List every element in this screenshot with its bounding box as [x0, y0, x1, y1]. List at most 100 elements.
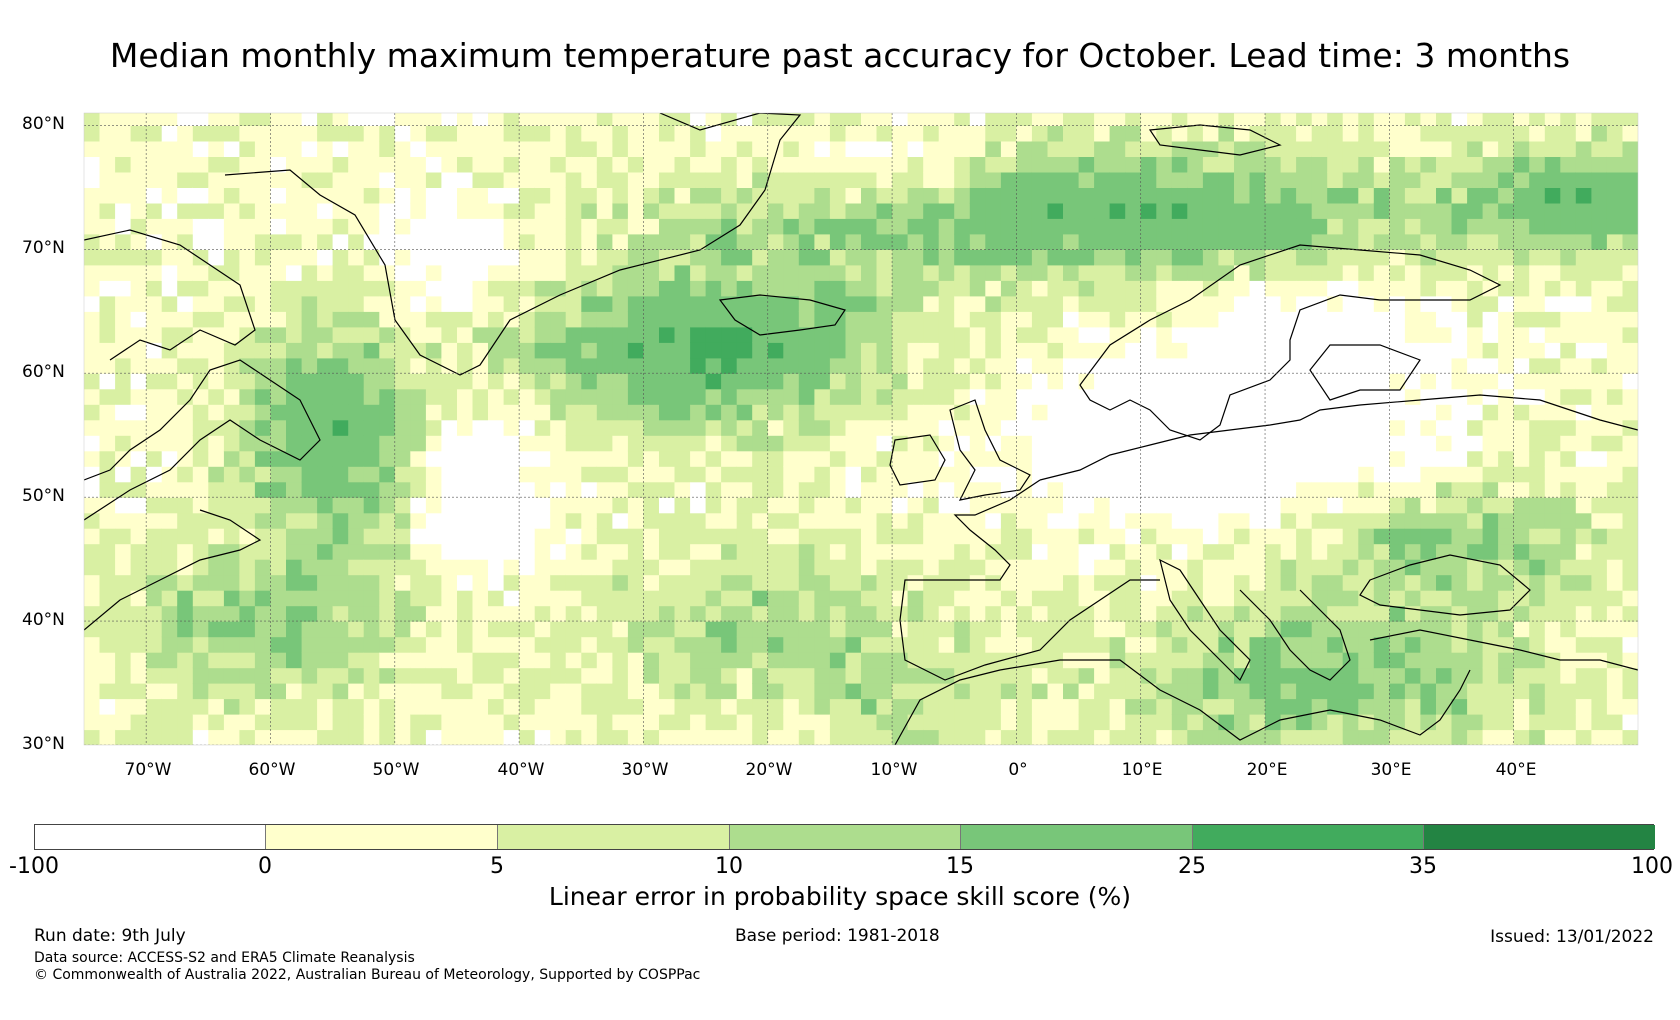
skill-cell [363, 311, 380, 328]
skill-cell [1544, 156, 1561, 173]
skill-cell [1327, 125, 1344, 142]
skill-cell [1529, 404, 1546, 421]
skill-cell [721, 202, 738, 219]
skill-cell [177, 652, 194, 669]
skill-cell [1047, 202, 1064, 219]
skill-cell [798, 373, 815, 390]
skill-cell [1606, 636, 1623, 653]
skill-cell [845, 187, 862, 204]
skill-cell [690, 280, 707, 297]
skill-cell [1109, 388, 1126, 405]
skill-cell [425, 326, 442, 343]
skill-cell [845, 543, 862, 560]
skill-cell [798, 388, 815, 405]
skill-cell [332, 590, 349, 607]
skill-cell [1078, 559, 1095, 576]
skill-cell [861, 295, 878, 312]
skill-cell [752, 140, 769, 157]
lon-label-60w: 60°W [248, 760, 296, 780]
skill-cell [425, 590, 442, 607]
skill-cell [969, 140, 986, 157]
skill-cell [286, 404, 303, 421]
skill-cell [99, 543, 116, 560]
skill-cell [1094, 218, 1111, 235]
skill-cell [938, 404, 955, 421]
skill-cell [1622, 636, 1638, 653]
skill-cell [534, 528, 551, 545]
skill-cell [1436, 714, 1453, 731]
skill-cell [1498, 574, 1515, 591]
skill-cell [410, 388, 427, 405]
skill-cell [84, 621, 101, 638]
skill-cell [1280, 125, 1297, 142]
skill-cell [1327, 249, 1344, 266]
skill-cell [1529, 249, 1546, 266]
skill-cell [317, 249, 334, 266]
skill-cell [550, 481, 567, 498]
skill-cell [814, 187, 831, 204]
skill-cell [254, 233, 271, 250]
skill-cell [1342, 450, 1359, 467]
skill-cell [1342, 373, 1359, 390]
skill-cell [301, 636, 318, 653]
skill-cell [938, 652, 955, 669]
skill-cell [596, 512, 613, 529]
skill-cell [1296, 264, 1313, 281]
skill-cell [1125, 667, 1142, 684]
skill-cell [1063, 714, 1080, 731]
skill-cell [1234, 450, 1251, 467]
skill-cell [379, 698, 396, 715]
skill-cell [627, 419, 644, 436]
skill-cell [876, 388, 893, 405]
skill-cell [674, 450, 691, 467]
skill-cell [1000, 388, 1017, 405]
skill-cell [1249, 156, 1266, 173]
skill-cell [254, 264, 271, 281]
skill-cell [379, 590, 396, 607]
skill-cell [1373, 373, 1390, 390]
skill-cell [1420, 326, 1437, 343]
skill-cell [1234, 311, 1251, 328]
skill-cell [1218, 388, 1235, 405]
skill-cell [379, 326, 396, 343]
skill-cell [254, 481, 271, 498]
skill-cell [1482, 559, 1499, 576]
skill-cell [1202, 218, 1219, 235]
skill-cell [1187, 512, 1204, 529]
skill-cell [1109, 249, 1126, 266]
skill-cell [84, 543, 101, 560]
skill-cell [627, 543, 644, 560]
skill-cell [1280, 233, 1297, 250]
skill-cell [1560, 140, 1577, 157]
skill-cell [1094, 233, 1111, 250]
skill-cell [1451, 156, 1468, 173]
skill-cell [1560, 574, 1577, 591]
skill-cell [348, 621, 365, 638]
skill-cell [1513, 202, 1530, 219]
skill-cell [84, 714, 101, 731]
skill-cell [146, 187, 163, 204]
skill-cell [969, 264, 986, 281]
skill-cell [1063, 326, 1080, 343]
skill-cell [1622, 249, 1638, 266]
skill-cell [861, 435, 878, 452]
skill-cell [659, 590, 676, 607]
skill-cell [721, 357, 738, 374]
skill-cell [503, 621, 520, 638]
skill-cell [1078, 466, 1095, 483]
skill-cell [1094, 140, 1111, 157]
skill-cell [239, 559, 256, 576]
skill-cell [177, 280, 194, 297]
skill-cell [1482, 683, 1499, 700]
skill-cell [99, 311, 116, 328]
skill-cell [519, 714, 536, 731]
skill-cell [239, 683, 256, 700]
skill-cell [99, 171, 116, 188]
skill-cell [1560, 202, 1577, 219]
skill-cell [1529, 171, 1546, 188]
skill-cell [1622, 435, 1638, 452]
skill-cell [1482, 202, 1499, 219]
skill-cell [829, 714, 846, 731]
skill-cell [892, 683, 909, 700]
skill-cell [1031, 574, 1048, 591]
